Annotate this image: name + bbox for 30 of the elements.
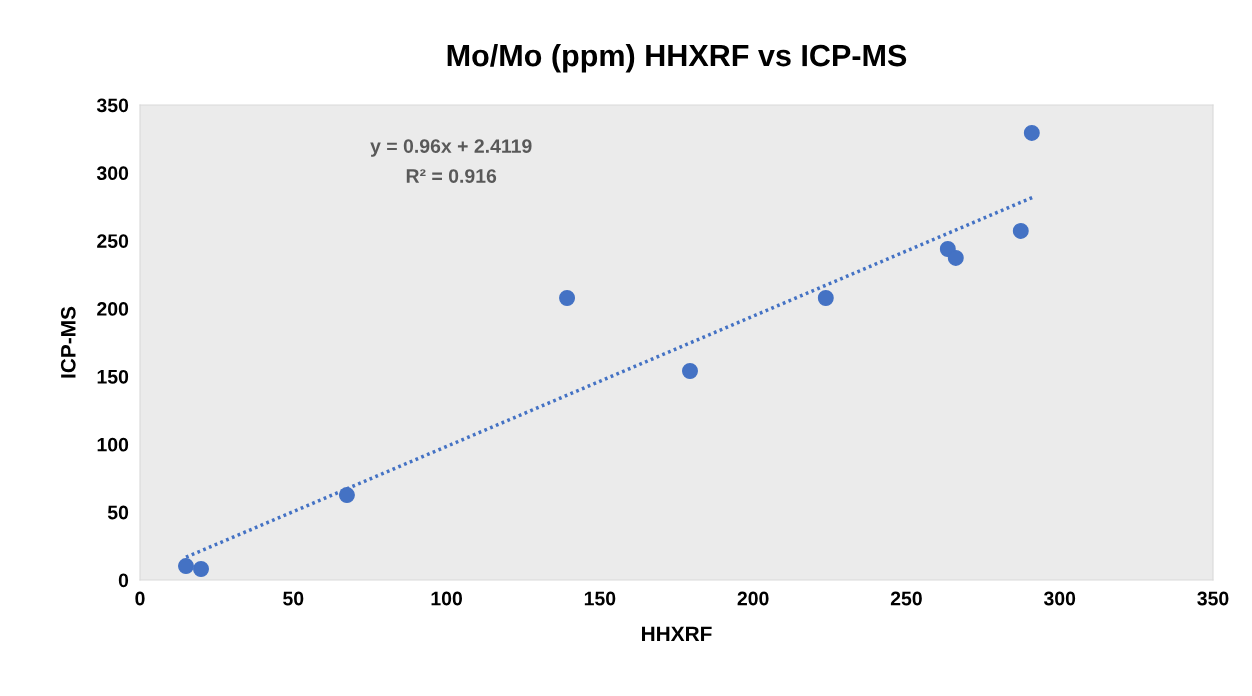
annotation: R² = 0.916 [406,169,497,183]
point [559,290,576,306]
x-tick-label: 150 [584,591,616,606]
y-tick-label: 150 [97,369,129,384]
point [193,561,209,577]
annotation: y = 0.96x + 2.4119 [370,139,532,157]
point [338,487,355,504]
y-tick-label: 100 [97,437,129,452]
y-tick-label: 300 [96,166,129,181]
x-tick-label: 300 [1043,591,1076,606]
chart-title: Mo/Mo (ppm) HHXRF vs ICP-MS [447,43,907,73]
y-tick-label: 200 [97,302,129,316]
point [817,290,834,306]
x-tick-label: 350 [1197,591,1229,606]
point [1023,124,1040,141]
point [682,363,698,379]
x-tick-label: 50 [283,591,304,606]
y-tick-label: 350 [96,98,129,113]
point [178,558,194,574]
x-tick-label: 200 [737,591,769,606]
x-tick-label: 250 [890,591,922,606]
point [947,249,964,266]
y-tick-label: 50 [107,505,129,520]
y-tick-label: 0 [118,573,129,588]
x-axis-title: HHXRF [642,626,712,641]
y-tick-label: 250 [97,234,129,248]
x-tick-label: 0 [135,591,145,606]
point [1012,222,1029,239]
x-tick-label: 100 [431,591,462,606]
y-axis-title: ICP-MS [60,306,76,378]
